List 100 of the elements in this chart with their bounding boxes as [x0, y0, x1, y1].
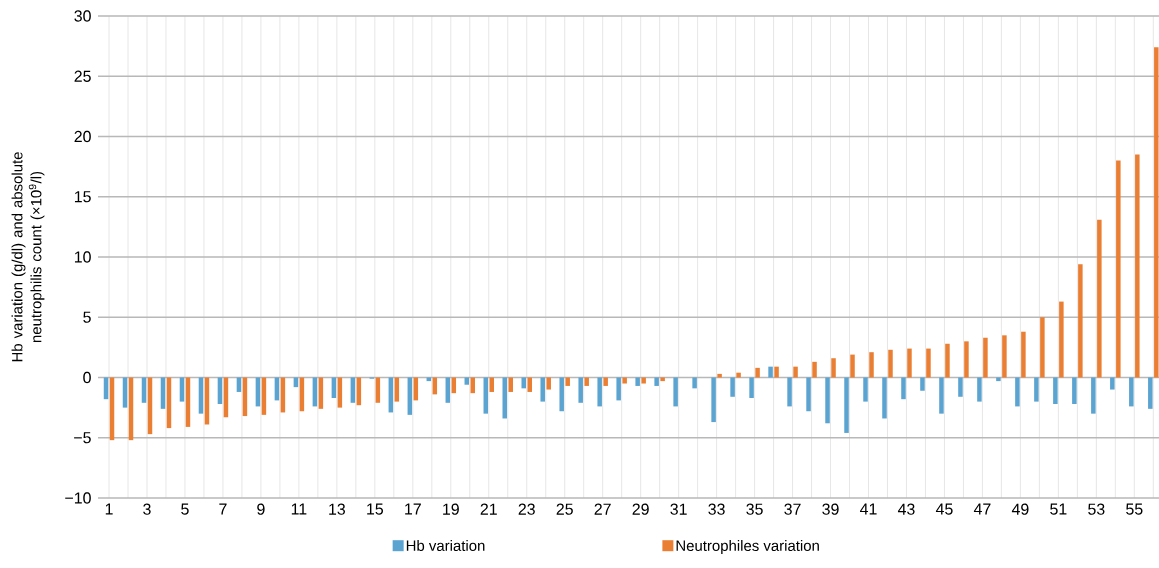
bar	[793, 366, 798, 378]
bar	[502, 377, 507, 419]
x-tick-label: 51	[1050, 503, 1067, 515]
bar	[692, 377, 697, 389]
bar	[907, 348, 912, 378]
bar	[635, 377, 640, 386]
y-tick-label: 15	[74, 191, 91, 203]
bar	[926, 348, 931, 378]
bar	[1078, 264, 1083, 378]
bar	[578, 377, 583, 403]
bar	[1021, 331, 1026, 378]
bar	[774, 366, 779, 378]
x-tick-label: 9	[257, 503, 265, 515]
x-tick-label: 25	[556, 503, 573, 515]
bar	[546, 377, 551, 390]
bar	[673, 377, 678, 407]
bar	[1040, 317, 1045, 378]
bar	[641, 377, 646, 384]
bar	[559, 377, 564, 412]
bar	[749, 377, 754, 398]
bar	[654, 377, 659, 386]
bar	[787, 377, 792, 407]
x-tick-label: 13	[329, 503, 346, 515]
bar	[1116, 160, 1121, 378]
bar	[616, 377, 621, 401]
bar	[521, 377, 526, 389]
x-tick-label: 33	[708, 503, 725, 515]
bar	[540, 377, 545, 402]
bar	[863, 377, 868, 402]
bar	[1015, 377, 1020, 407]
y-tick-label: −10	[65, 492, 91, 504]
x-tick-label: 35	[746, 503, 763, 515]
bar	[508, 377, 513, 392]
bar	[888, 349, 893, 378]
bar	[768, 366, 773, 378]
x-tick-label: 1	[105, 503, 113, 515]
x-tick-label: 43	[897, 503, 915, 515]
bar	[1097, 219, 1102, 378]
bar	[1053, 377, 1058, 405]
x-tick-label: 3	[143, 503, 151, 515]
bar	[1154, 47, 1159, 378]
x-tick-label: 41	[860, 503, 877, 515]
x-tick-label: 47	[973, 503, 991, 515]
bar	[755, 367, 760, 378]
bar	[882, 377, 887, 419]
bar	[1135, 154, 1140, 378]
bar	[736, 372, 741, 378]
bar	[958, 377, 963, 397]
bar	[527, 377, 532, 392]
bar	[920, 377, 925, 391]
x-tick-label: 31	[670, 503, 687, 515]
bar	[717, 373, 722, 378]
bar	[711, 377, 716, 423]
bar	[622, 377, 627, 384]
x-tick-label: 5	[181, 503, 189, 515]
bar	[1059, 301, 1064, 378]
bar	[939, 377, 944, 414]
bar	[660, 377, 665, 382]
bar	[977, 377, 982, 402]
x-tick-label: 55	[1126, 503, 1143, 515]
bar	[996, 377, 1001, 382]
x-tick-label: 21	[480, 503, 497, 515]
bar	[812, 361, 817, 378]
y-tick-label: 5	[83, 311, 91, 323]
y-tick-label: 10	[74, 251, 91, 263]
bar	[1091, 377, 1096, 414]
bar	[850, 354, 855, 378]
bar	[964, 341, 969, 378]
bar	[983, 337, 988, 378]
bar	[831, 358, 836, 378]
bar	[565, 377, 570, 386]
legend-label: Hb variation	[406, 540, 485, 552]
y-tick-label: −5	[74, 432, 91, 444]
x-tick-label: 29	[632, 503, 649, 515]
bar	[1148, 377, 1153, 409]
x-tick-label: 45	[935, 503, 953, 515]
x-tick-label: 39	[822, 503, 839, 515]
bar	[1129, 377, 1134, 407]
bar	[1002, 335, 1007, 378]
bar	[844, 377, 849, 433]
bar	[1072, 377, 1077, 405]
x-tick-label: 27	[594, 503, 611, 515]
y-tick-label: 25	[74, 70, 91, 82]
x-tick-label: 37	[784, 503, 801, 515]
bar	[603, 377, 608, 386]
x-tick-label: 19	[443, 503, 459, 515]
x-tick-label: 49	[1011, 503, 1029, 515]
bar	[806, 377, 811, 412]
x-tick-label: 17	[405, 503, 421, 515]
bar	[901, 377, 906, 400]
bar	[945, 343, 950, 378]
legend-label: Neutrophiles variation	[676, 540, 819, 554]
bar	[597, 377, 602, 407]
x-tick-label: 53	[1088, 503, 1105, 515]
x-tick-label: 7	[219, 503, 227, 515]
y-tick-label: 0	[83, 371, 91, 384]
x-tick-label: 23	[518, 503, 535, 515]
bar	[825, 377, 830, 424]
x-tick-label: 15	[367, 503, 384, 515]
y-tick-label: 30	[74, 10, 91, 22]
